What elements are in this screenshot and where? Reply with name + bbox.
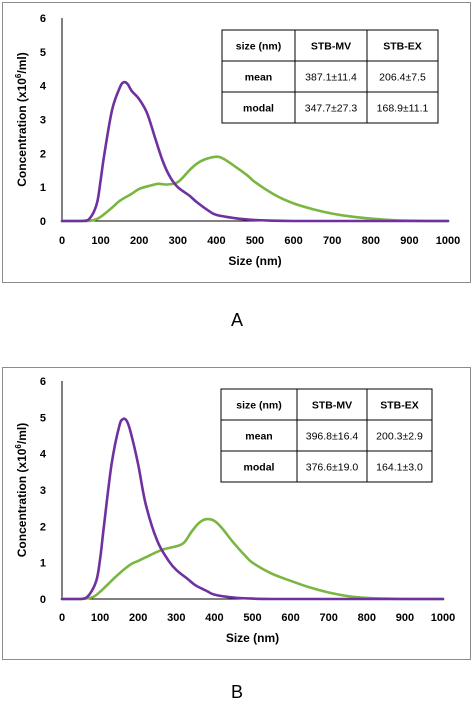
table-cell: 376.6±19.0 <box>306 462 359 474</box>
y-tick-label: 2 <box>40 521 46 533</box>
x-tick-label: 700 <box>323 235 341 247</box>
y-tick-label: 0 <box>40 594 46 606</box>
table-cell: 164.1±3.0 <box>376 462 423 474</box>
table-header-cell: STB-MV <box>311 41 351 53</box>
x-tick-label: 1000 <box>431 612 455 624</box>
series-line-stb-mv <box>60 155 450 223</box>
table-header-cell: STB-EX <box>380 400 419 412</box>
table-header-cell: size (nm) <box>236 41 282 53</box>
x-tick-label: 900 <box>396 612 414 624</box>
x-axis-title: Size (nm) <box>228 254 281 268</box>
x-tick-label: 600 <box>284 235 302 247</box>
x-tick-label: 400 <box>207 235 225 247</box>
y-tick-label: 1 <box>40 182 46 194</box>
y-tick-label: 0 <box>40 216 46 228</box>
x-tick-label: 0 <box>59 235 65 247</box>
table-header-cell: STB-EX <box>383 41 422 53</box>
table-cell: 206.4±7.5 <box>379 72 426 84</box>
stats-table <box>221 29 439 124</box>
y-axis-title: Concentration (x106/ml) <box>14 423 29 557</box>
table-cell: modal <box>243 103 274 115</box>
y-tick-label: 1 <box>40 558 46 570</box>
x-tick-label: 500 <box>246 235 264 247</box>
x-tick-label: 800 <box>362 235 380 247</box>
panel-label-a: A <box>231 310 243 330</box>
y-tick-label: 4 <box>40 81 47 93</box>
x-tick-label: 300 <box>169 235 187 247</box>
x-axis-title: Size (nm) <box>226 631 279 645</box>
series-line-stb-ex <box>60 80 450 223</box>
table-header-cell: size (nm) <box>236 400 282 412</box>
series-line-stb-mv <box>60 517 445 601</box>
y-tick-label: 6 <box>40 376 46 388</box>
x-tick-label: 100 <box>91 612 109 624</box>
table-cell: 347.7±27.3 <box>305 103 358 115</box>
stats-table <box>220 388 433 483</box>
chart-a: 0 1 2 3 4 5 6 0 100 200 300 400 500 600 700 800 900 1000 S… <box>14 13 460 268</box>
x-tick-label: 700 <box>320 612 338 624</box>
y-tick-label: 4 <box>40 449 47 461</box>
table-header-cell: STB-MV <box>312 400 352 412</box>
x-tick-label: 200 <box>130 235 148 247</box>
x-tick-label: 600 <box>281 612 299 624</box>
series-line-stb-ex <box>60 417 445 601</box>
chart-b: 0 1 2 3 4 5 6 0 100 200 300 400 500 600 700 800 900 1000 S… <box>14 376 455 645</box>
y-axis-title: Concentration (x106/ml) <box>14 52 29 186</box>
table-cell: mean <box>245 72 272 84</box>
y-tick-label: 5 <box>40 412 46 424</box>
y-tick-label: 3 <box>40 485 46 497</box>
table-cell: modal <box>244 462 275 474</box>
table-cell: 200.3±2.9 <box>376 431 423 443</box>
table-cell: mean <box>245 431 272 443</box>
table-cell: 168.9±11.1 <box>377 103 429 115</box>
x-tick-label: 200 <box>129 612 147 624</box>
panel-label-b: B <box>231 682 243 702</box>
x-tick-label: 300 <box>167 612 185 624</box>
x-tick-label: 0 <box>59 612 65 624</box>
y-tick-label: 6 <box>40 13 46 25</box>
table-cell: 396.8±16.4 <box>306 431 359 443</box>
y-tick-label: 3 <box>40 115 46 127</box>
x-tick-label: 500 <box>243 612 261 624</box>
x-tick-label: 800 <box>358 612 376 624</box>
x-tick-label: 900 <box>400 235 418 247</box>
x-tick-label: 100 <box>91 235 109 247</box>
x-tick-label: 400 <box>205 612 223 624</box>
table-cell: 387.1±11.4 <box>305 72 357 84</box>
x-tick-label: 1000 <box>436 235 460 247</box>
y-tick-label: 2 <box>40 148 46 160</box>
y-tick-label: 5 <box>40 47 46 59</box>
